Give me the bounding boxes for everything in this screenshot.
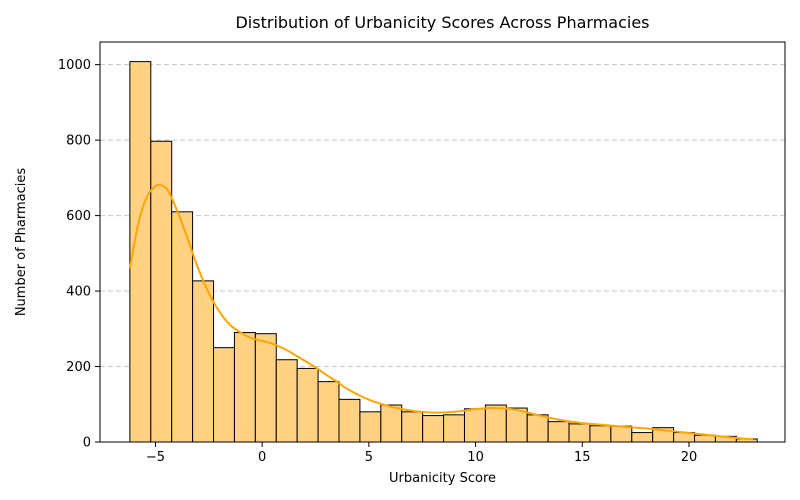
histogram-bar bbox=[317, 381, 340, 443]
y-tick-label: 0 bbox=[83, 436, 91, 451]
x-axis-ticks: −5 0 5 10 15 20 bbox=[146, 442, 697, 465]
histogram-bar bbox=[610, 425, 633, 443]
histogram-bar bbox=[233, 332, 256, 443]
x-tick-label: 20 bbox=[681, 450, 698, 465]
histogram-bar bbox=[631, 432, 654, 443]
y-tick-label: 400 bbox=[66, 285, 91, 300]
y-axis-title: Number of Pharmacies bbox=[14, 168, 29, 317]
x-tick-label: 15 bbox=[574, 450, 591, 465]
x-tick-label: 0 bbox=[258, 450, 266, 465]
histogram-bar bbox=[422, 415, 445, 443]
histogram-bar bbox=[213, 347, 235, 443]
y-tick-label: 600 bbox=[66, 209, 91, 224]
y-axis-ticks: 0 200 400 600 800 1000 bbox=[58, 58, 100, 451]
histogram-bar bbox=[192, 280, 215, 443]
histogram-bar bbox=[484, 404, 507, 443]
histogram-bar bbox=[547, 421, 570, 443]
histogram-bar bbox=[463, 408, 486, 443]
histogram-bar bbox=[568, 423, 591, 443]
histogram-bar bbox=[275, 359, 298, 443]
histogram-bar bbox=[338, 398, 361, 443]
histogram-bar bbox=[505, 407, 528, 443]
histogram-bars bbox=[129, 61, 758, 443]
histogram-bar bbox=[380, 404, 403, 443]
plot-frame bbox=[99, 41, 786, 443]
y-tick-label: 1000 bbox=[58, 58, 91, 73]
x-axis-title: Urbanicity Score bbox=[389, 471, 496, 486]
x-tick-label: 10 bbox=[467, 450, 484, 465]
histogram-bar bbox=[296, 367, 319, 443]
histogram-bar bbox=[443, 414, 465, 443]
x-tick-label: 5 bbox=[365, 450, 373, 465]
kde-curve bbox=[128, 183, 754, 441]
histogram-bar bbox=[526, 414, 549, 443]
histogram-bar bbox=[359, 411, 382, 443]
y-tick-label: 800 bbox=[66, 134, 91, 149]
histogram-bar bbox=[254, 333, 277, 443]
y-tick-label: 200 bbox=[66, 360, 91, 375]
histogram-bar bbox=[401, 411, 424, 443]
histogram-bar bbox=[589, 425, 612, 443]
chart-title: Distribution of Urbanicity Scores Across… bbox=[235, 13, 649, 32]
x-tick-label: −5 bbox=[146, 450, 165, 465]
